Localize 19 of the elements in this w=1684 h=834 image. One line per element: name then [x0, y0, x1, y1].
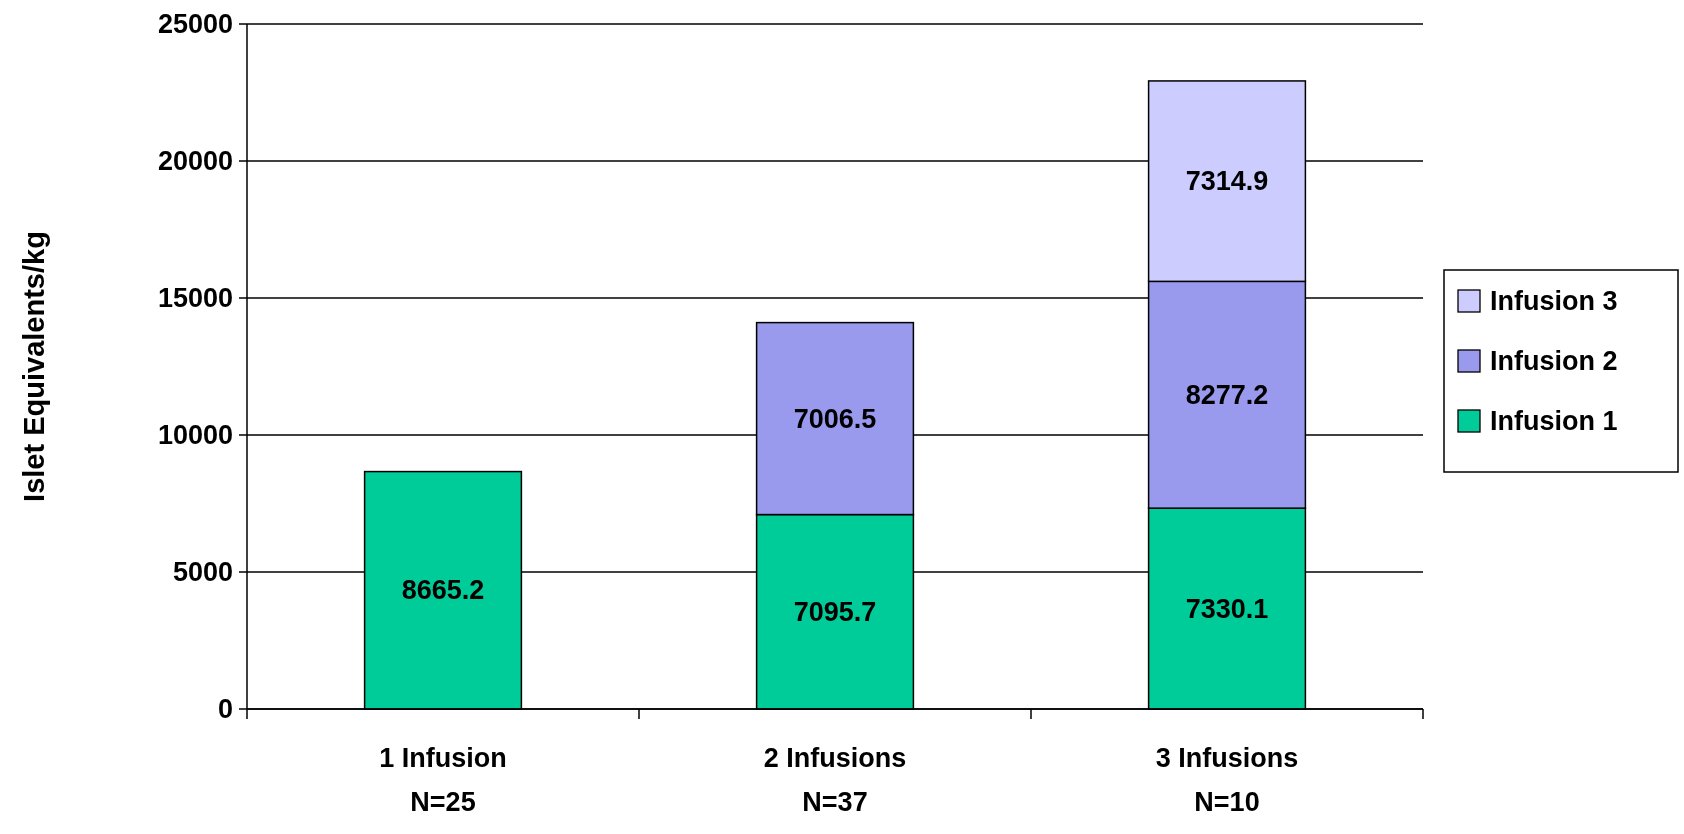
data-label: 7330.1 [1185, 593, 1269, 624]
y-axis-title: Islet Equivalents/kg [18, 231, 50, 502]
y-tick-label: 0 [217, 694, 233, 724]
x-tick-label: 3 Infusions N=10 [1155, 743, 1299, 817]
legend-label: Infusion 3 [1490, 286, 1618, 316]
y-tick-label: 25000 [157, 9, 233, 39]
legend-label: Infusion 1 [1490, 406, 1618, 436]
x-tick-label: 2 Infusions N=37 [763, 743, 907, 817]
y-tick-label: 15000 [157, 283, 233, 313]
data-label: 8665.2 [401, 575, 485, 606]
data-label: 7314.9 [1185, 166, 1269, 197]
data-label: 7095.7 [793, 596, 877, 627]
y-tick-label: 20000 [157, 146, 233, 176]
x-tick-label: 1 Infusion N=25 [379, 743, 507, 817]
data-label: 7006.5 [793, 403, 877, 434]
data-label: 8277.2 [1185, 379, 1269, 410]
y-tick-label: 5000 [172, 557, 233, 587]
legend-label: Infusion 2 [1490, 346, 1618, 376]
y-tick-label: 10000 [157, 420, 233, 450]
